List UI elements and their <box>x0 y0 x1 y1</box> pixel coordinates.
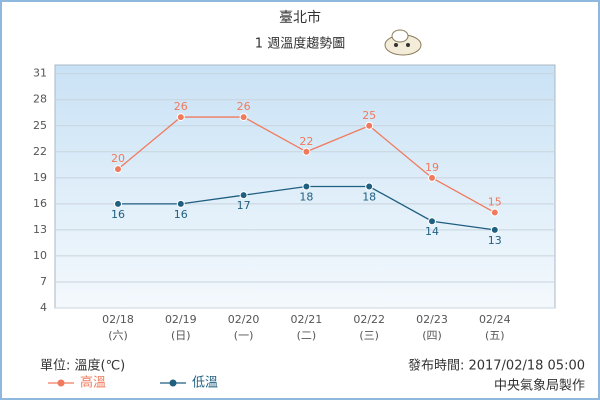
x-tick-sublabel: (四) <box>422 329 442 342</box>
y-tick-label: 16 <box>33 197 47 210</box>
data-point <box>428 173 436 182</box>
x-tick-label: 02/23 <box>416 313 448 326</box>
data-point <box>365 182 374 191</box>
data-label: 25 <box>362 109 376 122</box>
y-tick-label: 19 <box>33 171 47 184</box>
y-tick-label: 28 <box>33 93 47 106</box>
x-tick-sublabel: (一) <box>234 329 254 342</box>
data-point <box>176 199 185 208</box>
data-label: 13 <box>488 234 502 247</box>
x-tick-sublabel: (三) <box>359 329 379 342</box>
data-point <box>428 217 436 226</box>
data-point <box>176 113 185 122</box>
chart-title: 臺北市 <box>279 9 321 26</box>
data-label: 16 <box>111 208 125 221</box>
credit: 中央氣象局製作 <box>494 379 585 394</box>
data-label: 19 <box>425 161 439 174</box>
data-label: 18 <box>362 191 376 204</box>
data-label: 15 <box>488 196 502 209</box>
legend-label: 低溫 <box>192 376 218 391</box>
data-label: 14 <box>425 225 439 238</box>
data-point <box>114 165 122 174</box>
y-tick-label: 10 <box>33 249 47 262</box>
data-label: 16 <box>174 208 188 221</box>
x-tick-label: 02/24 <box>479 313 511 326</box>
x-tick-label: 02/19 <box>165 313 197 326</box>
y-tick-label: 7 <box>40 275 47 288</box>
x-tick-sublabel: (六) <box>108 329 128 342</box>
data-label: 22 <box>299 135 313 148</box>
data-label: 18 <box>299 191 313 204</box>
y-tick-label: 31 <box>33 67 47 80</box>
data-point <box>239 191 248 200</box>
y-tick-label: 4 <box>40 301 47 314</box>
y-tick-label: 13 <box>33 223 47 236</box>
data-point <box>302 147 311 156</box>
chart-subtitle: 1 週溫度趨勢圖 <box>255 36 345 52</box>
x-tick-label: 02/20 <box>228 313 260 326</box>
x-tick-label: 02/18 <box>102 313 134 326</box>
legend-marker <box>57 379 65 387</box>
data-point <box>239 113 248 122</box>
x-tick-sublabel: (日) <box>171 329 191 342</box>
data-point <box>365 121 374 130</box>
x-tick-label: 02/21 <box>291 313 323 326</box>
data-label: 20 <box>111 152 125 165</box>
data-point <box>302 182 311 191</box>
data-point <box>490 208 499 217</box>
x-tick-sublabel: (五) <box>485 329 505 342</box>
data-label: 17 <box>237 199 251 212</box>
issue-time: 發布時間: 2017/02/18 05:00 <box>408 359 585 374</box>
legend-marker <box>169 379 177 387</box>
x-tick-label: 02/22 <box>353 313 385 326</box>
data-point <box>490 225 499 234</box>
x-tick-sublabel: (二) <box>297 329 317 342</box>
data-label: 26 <box>174 100 188 113</box>
mascot-icon <box>384 29 422 56</box>
unit-label: 單位: 溫度(℃) <box>40 358 125 374</box>
data-label: 26 <box>237 100 251 113</box>
legend-label: 高溫 <box>80 375 106 391</box>
data-point <box>114 199 122 208</box>
y-tick-label: 22 <box>33 145 47 158</box>
y-tick-label: 25 <box>33 119 47 132</box>
